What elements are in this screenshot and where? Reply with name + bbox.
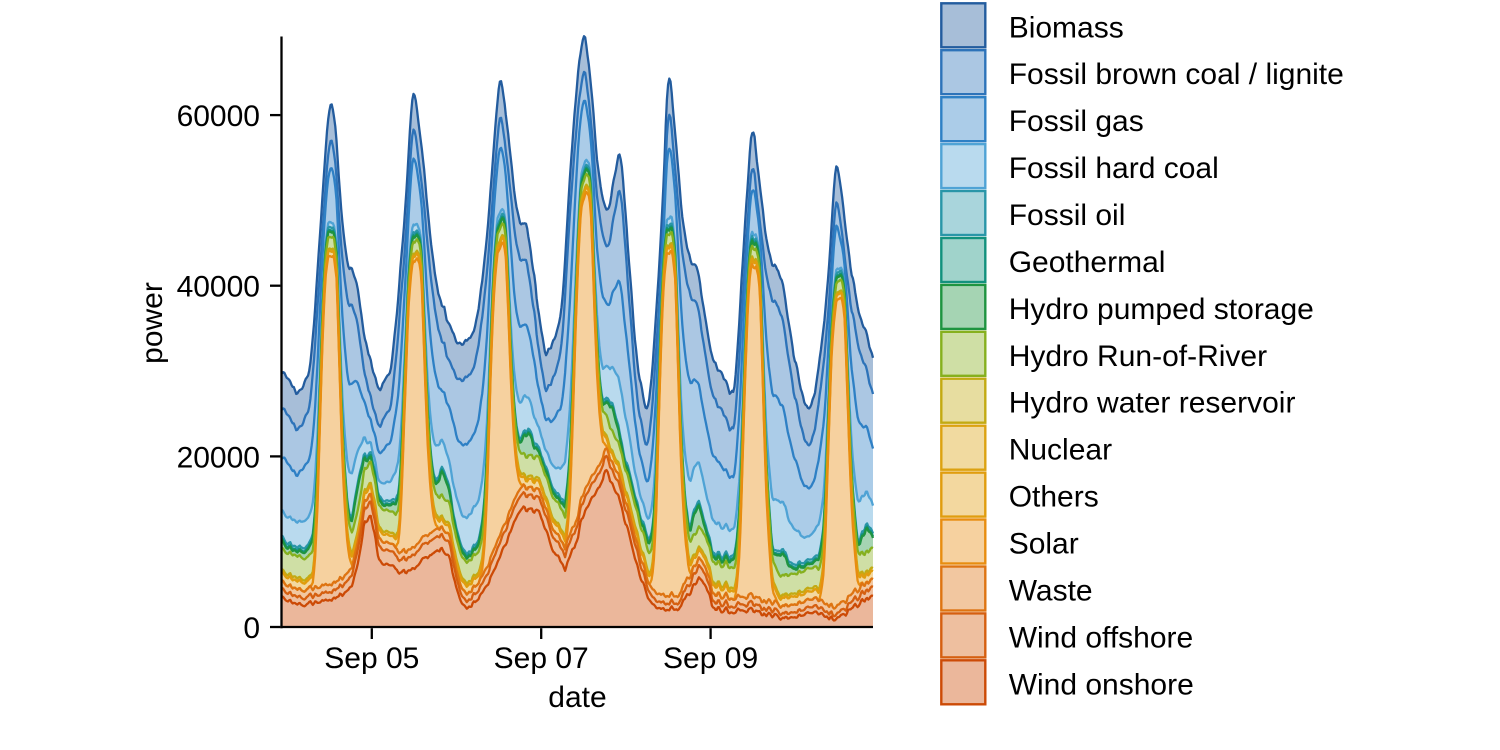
svg-text:Biomass: Biomass	[1009, 11, 1124, 44]
svg-text:Solar: Solar	[1009, 528, 1079, 561]
svg-text:Geothermal: Geothermal	[1009, 246, 1166, 279]
svg-text:Wind offshore: Wind offshore	[1009, 621, 1194, 654]
svg-text:Nuclear: Nuclear	[1009, 434, 1112, 467]
svg-text:Wind onshore: Wind onshore	[1009, 668, 1194, 701]
svg-text:40000: 40000	[177, 271, 260, 304]
svg-text:Waste: Waste	[1009, 575, 1093, 608]
svg-text:0: 0	[243, 612, 260, 645]
svg-text:Fossil brown coal / lignite: Fossil brown coal / lignite	[1009, 58, 1344, 91]
svg-text:20000: 20000	[177, 441, 260, 474]
svg-text:date: date	[548, 681, 606, 714]
svg-text:Fossil oil: Fossil oil	[1009, 199, 1126, 232]
svg-text:60000: 60000	[177, 100, 260, 133]
svg-text:Sep 07: Sep 07	[494, 642, 589, 675]
svg-text:Hydro Run-of-River: Hydro Run-of-River	[1009, 340, 1267, 373]
svg-text:Hydro water reservoir: Hydro water reservoir	[1009, 387, 1296, 420]
svg-text:Hydro pumped storage: Hydro pumped storage	[1009, 293, 1314, 326]
svg-text:power: power	[136, 282, 169, 364]
svg-text:Fossil hard coal: Fossil hard coal	[1009, 152, 1219, 185]
svg-text:Others: Others	[1009, 481, 1099, 514]
svg-text:Fossil gas: Fossil gas	[1009, 105, 1144, 138]
svg-text:Sep 09: Sep 09	[663, 642, 758, 675]
svg-text:Sep 05: Sep 05	[324, 642, 419, 675]
